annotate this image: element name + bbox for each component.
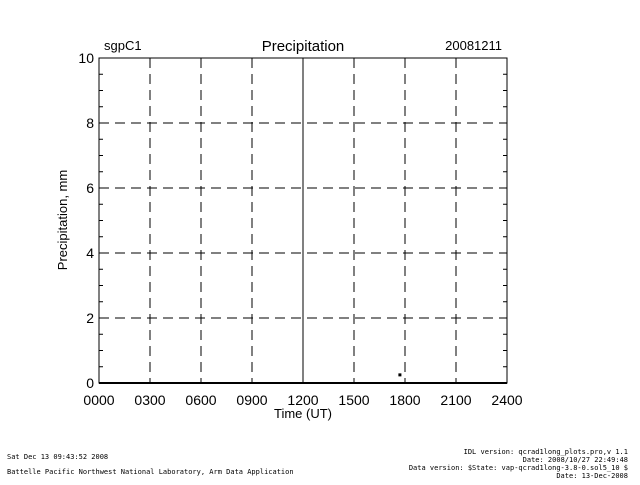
footer-version-info: IDL version: qcrad1long_plots.pro,v 1.1 … bbox=[409, 448, 628, 480]
y-tick-label: 0 bbox=[86, 375, 94, 391]
data-points bbox=[398, 373, 402, 377]
y-tick-label: 2 bbox=[86, 310, 94, 326]
x-tick-label: 0000 bbox=[83, 392, 114, 408]
idl-version: IDL version: qcrad1long_plots.pro,v 1.1 bbox=[463, 448, 628, 456]
x-axis-title: Time (UT) bbox=[274, 406, 332, 421]
site-label: sgpC1 bbox=[104, 38, 142, 53]
y-tick-label: 6 bbox=[86, 180, 94, 196]
y-tick-label: 8 bbox=[86, 115, 94, 131]
y-axis-title: Precipitation, mm bbox=[55, 170, 70, 270]
x-tick-label: 2400 bbox=[491, 392, 522, 408]
plot-frame bbox=[98, 57, 508, 384]
footer-organization: Battelle Pacific Northwest National Labo… bbox=[7, 468, 294, 476]
tick-labels: 0000 0300 0600 0900 1200 1500 1800 2100 2400 0 2 4 6… bbox=[78, 50, 522, 408]
chart-title: Precipitation bbox=[262, 38, 345, 55]
x-tick-label: 1800 bbox=[389, 392, 420, 408]
x-tick-label: 2100 bbox=[440, 392, 471, 408]
data-date: Date: 13-Dec-2008 bbox=[556, 472, 628, 480]
x-tick-label: 1200 bbox=[287, 392, 318, 408]
y-tick-label: 4 bbox=[86, 245, 94, 261]
data-version: Data version: $State: vap-qcrad1long-3.8… bbox=[408, 464, 628, 472]
x-tick-label: 0600 bbox=[185, 392, 216, 408]
y-tick-label: 10 bbox=[78, 50, 94, 66]
x-tick-label: 1500 bbox=[338, 392, 369, 408]
idl-date: Date: 2008/10/27 22:49:48 bbox=[522, 456, 628, 464]
footer-timestamp: Sat Dec 13 09:43:52 2008 bbox=[7, 453, 109, 461]
grid-lines bbox=[99, 58, 507, 383]
data-point bbox=[398, 373, 402, 377]
date-label: 20081211 bbox=[445, 38, 502, 53]
x-tick-label: 0900 bbox=[236, 392, 267, 408]
x-tick-label: 0300 bbox=[134, 392, 165, 408]
